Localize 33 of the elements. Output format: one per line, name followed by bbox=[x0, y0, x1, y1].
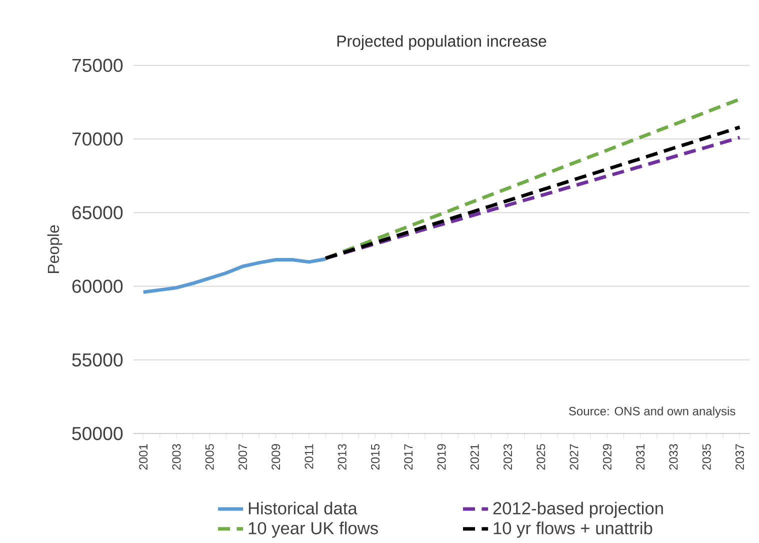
x-tick-label: 2015 bbox=[371, 444, 380, 470]
y-axis-title: People bbox=[47, 225, 62, 274]
y-tick-label: 55000 bbox=[72, 353, 123, 367]
line-series bbox=[142, 257, 328, 294]
x-tick-label: 2035 bbox=[702, 444, 711, 470]
y-tick-label: 70000 bbox=[72, 132, 123, 146]
x-tick-label: 2029 bbox=[602, 444, 612, 470]
annotation: Source: ONS and own analysis bbox=[568, 406, 736, 418]
x-tick-label: 2009 bbox=[272, 444, 280, 470]
chart-title: Projected population increase bbox=[337, 35, 546, 50]
x-tick-label: 2017 bbox=[404, 444, 413, 470]
x-tick-label: 2019 bbox=[437, 444, 446, 470]
legend-label: 10 yr flows + unattrib bbox=[494, 522, 652, 538]
x-tick-label: 2027 bbox=[570, 444, 578, 470]
x-tick-label: 2003 bbox=[172, 444, 181, 470]
x-tick-label: 2011 bbox=[304, 444, 314, 469]
y-tick-label: 60000 bbox=[72, 280, 123, 293]
x-tick-label: 2025 bbox=[536, 444, 546, 470]
x-tick-label: 2007 bbox=[238, 444, 247, 470]
x-tick-label: 2037 bbox=[735, 444, 744, 470]
x-tick-label: 2013 bbox=[338, 444, 346, 470]
legend-label: 2012-based projection bbox=[493, 502, 663, 518]
x-tick-label: 2001 bbox=[139, 444, 148, 470]
x-tick-label: 2031 bbox=[636, 444, 645, 470]
x-tick-label: 2021 bbox=[470, 444, 479, 470]
x-tick-label: 2005 bbox=[205, 444, 214, 470]
legend-label: Historical data bbox=[248, 502, 358, 514]
x-tick-label: 2023 bbox=[504, 444, 512, 470]
x-tick-label: 2033 bbox=[669, 444, 678, 470]
y-tick-label: 50000 bbox=[72, 426, 123, 440]
y-tick-label: 75000 bbox=[72, 58, 123, 72]
y-tick-label: 65000 bbox=[72, 206, 123, 220]
legend-label: 10 year UK flows bbox=[248, 522, 378, 538]
